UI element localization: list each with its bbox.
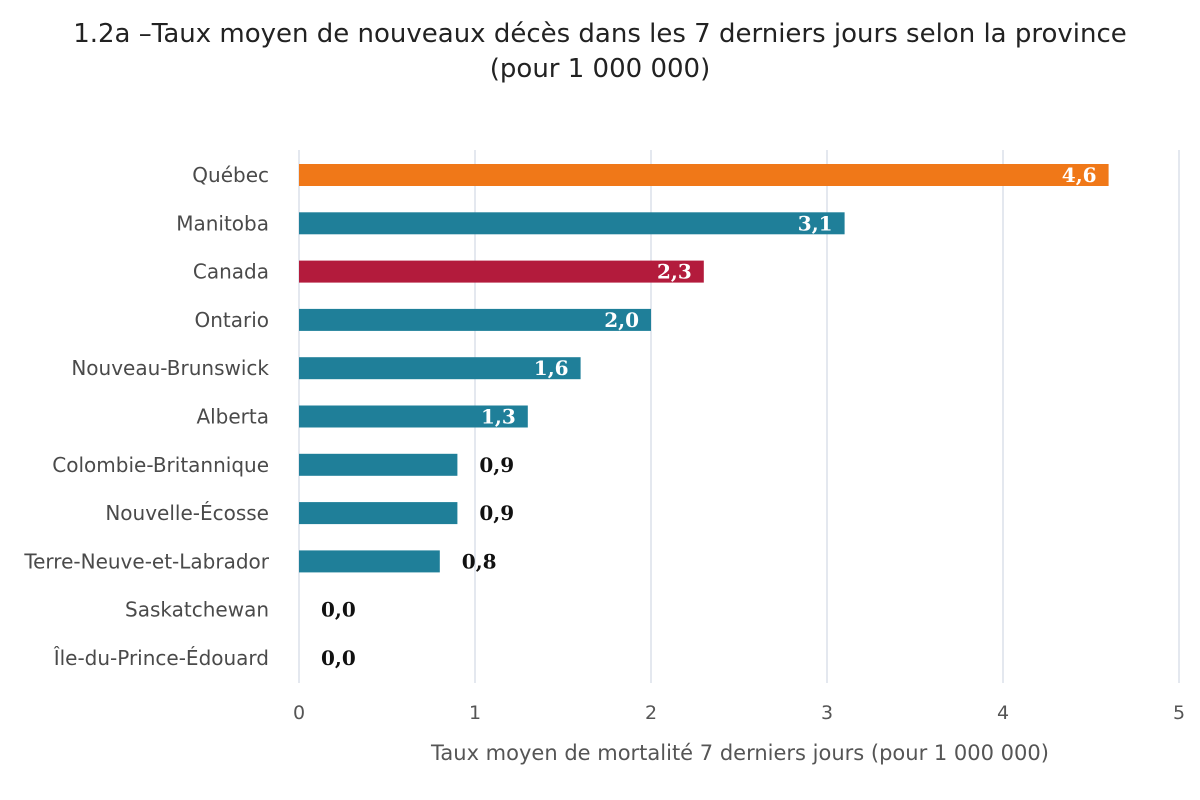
data-label: 0,0 — [321, 646, 356, 670]
data-label: 3,1 — [798, 211, 833, 235]
bar — [299, 357, 581, 380]
bar — [299, 405, 528, 428]
data-label: 2,3 — [657, 260, 692, 284]
data-label: 2,0 — [604, 308, 639, 332]
category-label: Canada — [193, 260, 269, 284]
bar — [299, 550, 440, 573]
category-label: Nouveau-Brunswick — [71, 356, 269, 380]
bars — [299, 164, 1109, 573]
x-axis-ticks: 0 1 2 3 4 5 — [293, 702, 1185, 724]
data-label: 4,6 — [1062, 163, 1097, 187]
x-tick-label: 5 — [1173, 702, 1185, 724]
category-label: Colombie-Britannique — [52, 453, 269, 477]
category-label: Manitoba — [176, 211, 269, 235]
x-tick-label: 1 — [469, 702, 481, 724]
bar — [299, 164, 1109, 186]
category-label: Alberta — [196, 405, 269, 429]
chart-title-line-2: (pour 1 000 000) — [490, 54, 710, 84]
category-label: Québec — [192, 163, 269, 187]
category-label: Nouvelle-Écosse — [105, 501, 269, 525]
data-label: 1,6 — [534, 356, 569, 380]
category-label: Terre-Neuve-et-Labrador — [23, 549, 269, 573]
data-label: 0,0 — [321, 598, 356, 622]
data-label: 0,9 — [479, 453, 514, 477]
x-tick-label: 0 — [293, 702, 305, 724]
bar — [299, 453, 458, 476]
category-label: Saskatchewan — [125, 598, 269, 622]
data-label: 1,3 — [481, 405, 516, 429]
category-labels: Québec Manitoba Canada Ontario Nouveau-Bruns… — [23, 163, 269, 670]
category-label: Île-du-Prince-Édouard — [53, 646, 269, 670]
bar — [299, 260, 704, 283]
bar — [299, 212, 845, 235]
x-axis-title: Taux moyen de mortalité 7 derniers jours… — [430, 741, 1049, 765]
x-tick-label: 2 — [645, 702, 657, 724]
bar — [299, 502, 458, 525]
data-label: 0,8 — [462, 549, 497, 573]
data-label: 0,9 — [479, 501, 514, 525]
value-labels: 4,6 3,1 2,3 2,0 1,6 1,3 0,9 0,9 0,8 0,0 0,0 — [321, 163, 1097, 670]
chart-title-line-1: 1.2a –Taux moyen de nouveaux décès dans … — [73, 19, 1127, 49]
x-tick-label: 4 — [997, 702, 1009, 724]
category-label: Ontario — [194, 308, 269, 332]
bar — [299, 308, 651, 331]
gridlines — [298, 150, 1180, 683]
x-tick-label: 3 — [821, 702, 833, 724]
